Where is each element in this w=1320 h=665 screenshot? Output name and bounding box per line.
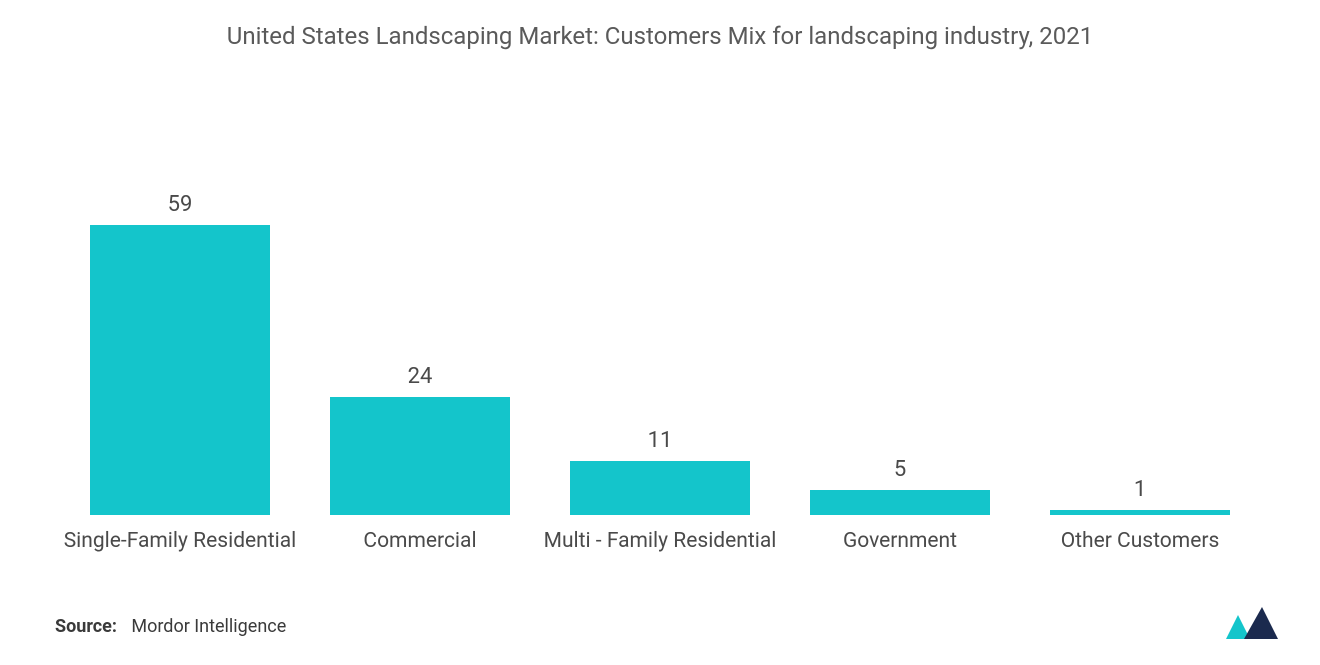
bar-group: 1Other Customers bbox=[1020, 120, 1260, 515]
bar bbox=[810, 490, 990, 515]
bar-x-label: Single-Family Residential bbox=[60, 515, 300, 555]
bar-x-label: Other Customers bbox=[1020, 515, 1260, 555]
bar-value-label: 1 bbox=[1134, 477, 1146, 502]
bar-group: 11Multi - Family Residential bbox=[540, 120, 780, 515]
bar-value-label: 24 bbox=[408, 364, 433, 389]
bar bbox=[570, 461, 750, 515]
bar-x-label: Multi - Family Residential bbox=[540, 515, 780, 555]
source-text: Mordor Intelligence bbox=[131, 616, 286, 637]
bar-chart: 59Single-Family Residential24Commercial1… bbox=[60, 120, 1260, 515]
bar-x-label: Government bbox=[780, 515, 1020, 555]
brand-logo-icon bbox=[1224, 605, 1280, 641]
source-footer: Source: Mordor Intelligence bbox=[55, 616, 286, 637]
bar-group: 24Commercial bbox=[300, 120, 540, 515]
bar bbox=[330, 397, 510, 515]
bar bbox=[90, 225, 270, 515]
chart-title: United States Landscaping Market: Custom… bbox=[0, 0, 1320, 60]
bar-value-label: 5 bbox=[894, 457, 906, 482]
source-label: Source: bbox=[55, 616, 117, 637]
bar-value-label: 11 bbox=[648, 428, 673, 453]
bar-group: 59Single-Family Residential bbox=[60, 120, 300, 515]
bar-value-label: 59 bbox=[168, 192, 193, 217]
bar-group: 5Government bbox=[780, 120, 1020, 515]
bar-x-label: Commercial bbox=[300, 515, 540, 555]
